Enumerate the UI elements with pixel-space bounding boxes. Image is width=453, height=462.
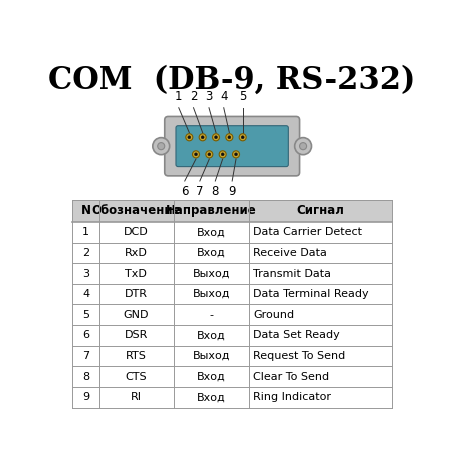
- Text: Выход: Выход: [193, 351, 230, 361]
- Bar: [72, 366, 392, 387]
- Text: -: -: [209, 310, 213, 320]
- Circle shape: [158, 143, 165, 150]
- Circle shape: [226, 134, 233, 141]
- Text: 3: 3: [82, 268, 89, 279]
- Circle shape: [186, 134, 193, 141]
- Text: Ground: Ground: [253, 310, 294, 320]
- Text: DTR: DTR: [125, 289, 148, 299]
- Circle shape: [194, 153, 198, 156]
- Bar: [72, 304, 392, 325]
- Circle shape: [239, 134, 246, 141]
- Bar: [72, 387, 392, 407]
- Text: Вход: Вход: [197, 227, 226, 237]
- Circle shape: [188, 136, 191, 139]
- Circle shape: [221, 153, 224, 156]
- Text: 4: 4: [220, 91, 227, 103]
- Circle shape: [201, 136, 204, 139]
- Text: 2: 2: [190, 91, 198, 103]
- Text: Вход: Вход: [197, 371, 226, 382]
- Text: 7: 7: [196, 185, 203, 198]
- Text: Направление: Направление: [166, 204, 257, 217]
- Text: Вход: Вход: [197, 330, 226, 340]
- Text: 9: 9: [228, 185, 236, 198]
- Text: Выход: Выход: [193, 289, 230, 299]
- Circle shape: [206, 151, 213, 158]
- Text: 3: 3: [205, 91, 212, 103]
- Circle shape: [241, 136, 244, 139]
- Text: Ring Indicator: Ring Indicator: [253, 392, 331, 402]
- Circle shape: [219, 151, 226, 158]
- Bar: [72, 346, 392, 366]
- Text: 1: 1: [82, 227, 89, 237]
- Text: 6: 6: [82, 330, 89, 340]
- Text: 7: 7: [82, 351, 89, 361]
- Circle shape: [235, 153, 237, 156]
- Text: RxD: RxD: [125, 248, 148, 258]
- Text: COM  (DB-9, RS-232): COM (DB-9, RS-232): [48, 64, 416, 95]
- Text: 9: 9: [82, 392, 89, 402]
- Text: DCD: DCD: [124, 227, 149, 237]
- Text: 6: 6: [181, 185, 188, 198]
- Text: 4: 4: [82, 289, 89, 299]
- Text: Receive Data: Receive Data: [253, 248, 327, 258]
- Text: CTS: CTS: [125, 371, 147, 382]
- Circle shape: [294, 138, 312, 155]
- Text: Clear To Send: Clear To Send: [253, 371, 329, 382]
- Circle shape: [232, 151, 240, 158]
- Text: Вход: Вход: [197, 248, 226, 258]
- Text: 8: 8: [82, 371, 89, 382]
- Circle shape: [153, 138, 170, 155]
- FancyBboxPatch shape: [165, 116, 299, 176]
- Bar: [72, 263, 392, 284]
- Circle shape: [212, 134, 220, 141]
- Circle shape: [228, 136, 231, 139]
- Circle shape: [299, 143, 307, 150]
- Text: GND: GND: [124, 310, 149, 320]
- Text: TxD: TxD: [125, 268, 147, 279]
- Text: Data Set Ready: Data Set Ready: [253, 330, 340, 340]
- Circle shape: [215, 136, 217, 139]
- Bar: [72, 222, 392, 243]
- Text: Выход: Выход: [193, 268, 230, 279]
- Text: Request To Send: Request To Send: [253, 351, 346, 361]
- Text: Data Carrier Detect: Data Carrier Detect: [253, 227, 362, 237]
- Text: Обозначение: Обозначение: [92, 204, 181, 217]
- Text: 1: 1: [175, 91, 183, 103]
- Text: 8: 8: [212, 185, 219, 198]
- Text: Data Terminal Ready: Data Terminal Ready: [253, 289, 369, 299]
- Text: Transmit Data: Transmit Data: [253, 268, 331, 279]
- Text: Сигнал: Сигнал: [297, 204, 344, 217]
- Circle shape: [199, 134, 206, 141]
- Text: RI: RI: [131, 392, 142, 402]
- Bar: [72, 284, 392, 304]
- Text: Вход: Вход: [197, 392, 226, 402]
- Text: RTS: RTS: [126, 351, 147, 361]
- Text: N: N: [81, 204, 91, 217]
- Text: 2: 2: [82, 248, 89, 258]
- Circle shape: [208, 153, 211, 156]
- FancyBboxPatch shape: [176, 126, 288, 167]
- Bar: [72, 200, 392, 222]
- Text: DSR: DSR: [125, 330, 148, 340]
- Bar: [72, 243, 392, 263]
- Circle shape: [193, 151, 199, 158]
- Bar: [72, 325, 392, 346]
- Text: 5: 5: [82, 310, 89, 320]
- Text: 5: 5: [239, 91, 246, 103]
